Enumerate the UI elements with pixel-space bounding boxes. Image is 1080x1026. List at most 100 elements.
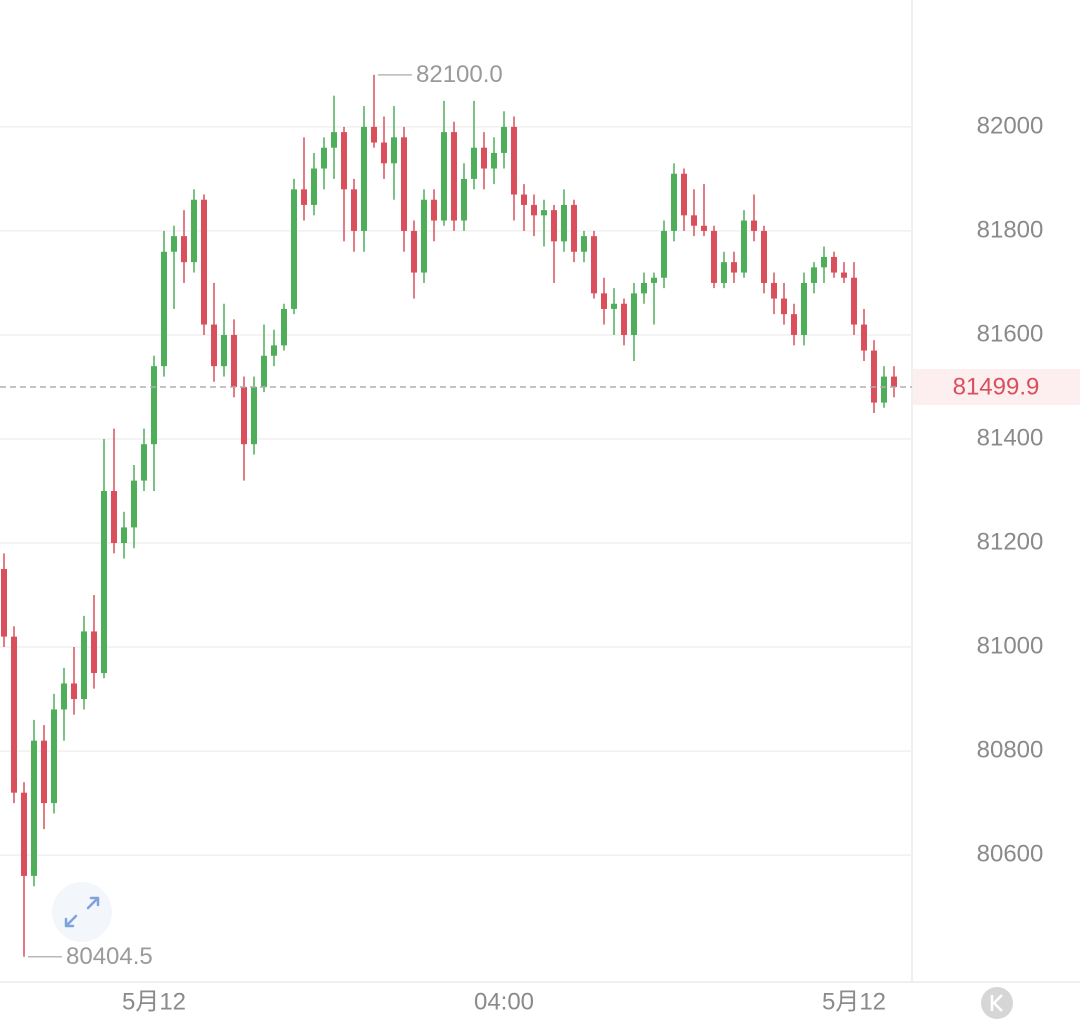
candle-body <box>481 147 487 169</box>
candle-body <box>501 126 507 153</box>
candle-body <box>91 631 97 674</box>
candle-body <box>171 236 177 252</box>
candle-body <box>161 251 167 367</box>
candle-body <box>141 444 147 481</box>
candle-body <box>41 740 47 804</box>
candle-body <box>101 491 107 674</box>
candle-body <box>181 236 187 263</box>
candle-body <box>551 210 557 242</box>
high-label: 82100.0 <box>416 61 503 88</box>
candle-body <box>271 345 277 356</box>
candle-body <box>371 126 377 143</box>
candle-body <box>151 366 157 445</box>
candle-body <box>221 334 227 367</box>
expand-button[interactable] <box>52 882 112 942</box>
candle-body <box>891 376 897 388</box>
y-tick-label: 81200 <box>977 528 1044 555</box>
candle-body <box>531 204 537 216</box>
candle-body <box>341 132 347 190</box>
y-tick-label: 81400 <box>977 424 1044 451</box>
low-label: 80404.5 <box>66 943 153 970</box>
candle-body <box>231 334 237 387</box>
candle-body <box>261 355 267 387</box>
candle-body <box>541 210 547 216</box>
candle-body <box>331 132 337 148</box>
candle-body <box>771 282 777 299</box>
candle-body <box>591 236 597 294</box>
candle-body <box>691 215 697 226</box>
x-tick-label: 5月12 <box>122 988 186 1015</box>
candle-body <box>611 303 617 309</box>
candle-body <box>751 220 757 231</box>
candle-body <box>471 147 477 179</box>
x-tick-label: 5月12 <box>822 988 886 1015</box>
candle-body <box>721 262 727 283</box>
candle-body <box>381 142 387 164</box>
candle-body <box>311 168 317 205</box>
y-tick-label: 81600 <box>977 320 1044 347</box>
candle-body <box>521 194 527 205</box>
y-tick-label: 80800 <box>977 736 1044 763</box>
candle-body <box>821 256 827 268</box>
candle-body <box>131 480 137 528</box>
candle-body <box>711 230 717 283</box>
candle-body <box>241 386 247 445</box>
candle-body <box>291 189 297 309</box>
last-price-label: 81499.9 <box>953 373 1040 400</box>
candle-body <box>491 152 497 169</box>
k-circle[interactable] <box>981 987 1013 1019</box>
candle-body <box>451 132 457 221</box>
candle-body <box>861 324 867 351</box>
candle-body <box>301 189 307 205</box>
candle-body <box>421 199 427 273</box>
candle-body <box>661 230 667 278</box>
candle-body <box>1 569 7 637</box>
candle-body <box>781 298 787 315</box>
expand-circle[interactable] <box>52 882 112 942</box>
candle-body <box>601 293 607 309</box>
candle-body <box>881 376 887 403</box>
candle-body <box>651 277 657 283</box>
candle-body <box>281 308 287 346</box>
candle-body <box>761 230 767 283</box>
candle-body <box>411 230 417 273</box>
candle-body <box>581 236 587 252</box>
candle-body <box>681 173 687 216</box>
expand-icon[interactable] <box>64 896 100 928</box>
candle-body <box>251 386 257 445</box>
candle-body <box>831 256 837 273</box>
candle-body <box>81 631 87 700</box>
candle-body <box>561 204 567 242</box>
candle-body <box>511 126 517 195</box>
x-tick-label: 04:00 <box>474 988 534 1015</box>
candle-body <box>351 189 357 231</box>
candle-body <box>701 225 707 231</box>
k-icon[interactable] <box>990 994 1003 1012</box>
y-tick-label: 80600 <box>977 840 1044 867</box>
candle-body <box>61 683 67 710</box>
candle-body <box>641 282 647 294</box>
candle-body <box>791 314 797 335</box>
candle-body <box>841 272 847 278</box>
last-price-box <box>913 369 1080 406</box>
candle-body <box>441 132 447 221</box>
candle-body <box>191 199 197 263</box>
candle-body <box>201 199 207 325</box>
y-tick-label: 81800 <box>977 216 1044 243</box>
candle-body <box>391 137 397 164</box>
candle-body <box>321 147 327 169</box>
candle-body <box>811 267 817 283</box>
candle-body <box>121 527 127 544</box>
candle-body <box>741 220 747 273</box>
candle-body <box>871 350 877 403</box>
candle-body <box>431 199 437 221</box>
k-button[interactable] <box>981 987 1013 1019</box>
candle-body <box>11 636 17 793</box>
candle-body <box>211 324 217 367</box>
candle-body <box>671 173 677 231</box>
candle-body <box>51 709 57 804</box>
candle-body <box>31 740 37 876</box>
y-tick-label: 82000 <box>977 112 1044 139</box>
